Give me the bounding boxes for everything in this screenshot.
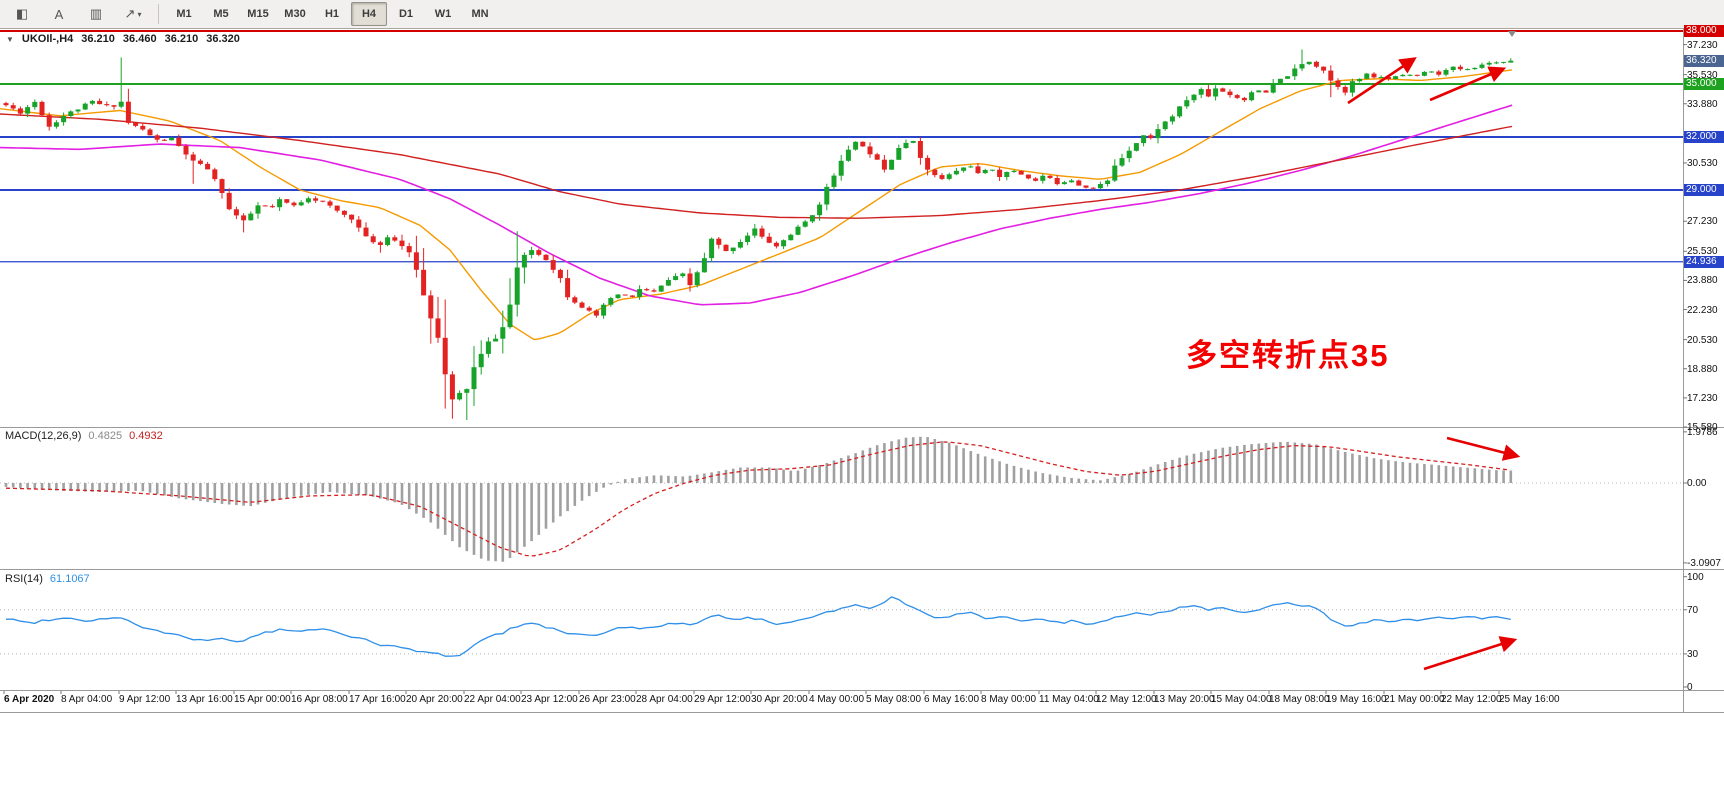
timeframe-button-h1[interactable]: H1 <box>324 8 340 20</box>
trend-arrow[interactable] <box>1347 57 1417 105</box>
ma-fast-line <box>0 69 1513 341</box>
chart-shift-marker[interactable] <box>1508 31 1516 37</box>
timeframe-button-d1[interactable]: D1 <box>398 8 414 20</box>
timeframe-button-m5[interactable]: M5 <box>213 8 229 20</box>
horizontal-price-lines[interactable] <box>0 30 1683 263</box>
trend-arrow[interactable] <box>1446 436 1521 461</box>
chart-toolbar: ◧ A ▥ ↗ ▾ M1 M5 M15 M30 H1 H4 D1 W1 MN <box>0 0 1724 29</box>
candle-bodies <box>3 60 1514 400</box>
rsi-indicator-label: RSI(14) 61.1067 <box>5 573 90 585</box>
chart-ohlc-header: ▼ UKOIl-,H4 36.210 36.460 36.210 36.320 <box>6 33 240 45</box>
indicator-levels <box>0 482 1683 655</box>
arrow-tool-button[interactable]: ↗ ▾ <box>124 6 142 21</box>
trend-arrow-drawings[interactable] <box>1347 57 1521 671</box>
toolbar-separator <box>158 4 159 24</box>
macd-histogram <box>4 436 1513 562</box>
moving-average-lines <box>0 69 1513 341</box>
timeframe-button-mn[interactable]: MN <box>471 8 489 20</box>
tool-buttons-group: ◧ A ▥ ↗ ▾ <box>4 2 151 26</box>
symbol-marker-icon: ▼ <box>6 34 14 44</box>
macd-indicator-label: MACD(12,26,9) 0.4825 0.4932 <box>5 430 163 442</box>
macd-signal-line <box>5 441 1511 557</box>
macd-name: MACD(12,26,9) <box>5 430 82 442</box>
timeframe-button-w1[interactable]: W1 <box>434 8 452 20</box>
axis-tick-marks <box>3 44 1687 694</box>
symbol-period-label: UKOIl-,H4 <box>21 33 74 45</box>
rsi-line <box>6 596 1511 657</box>
text-annotation[interactable]: 多空转折点35 <box>1186 338 1390 373</box>
timeframe-button-m30[interactable]: M30 <box>284 8 306 20</box>
panel-frames <box>0 28 1724 713</box>
timeframe-buttons-group: M1 M5 M15 M30 H1 H4 D1 W1 MN <box>166 2 498 26</box>
close-value: 36.320 <box>206 33 240 45</box>
candlestick-mode-icon[interactable]: ▥ <box>89 6 103 21</box>
rsi-value: 61.1067 <box>49 573 90 585</box>
rsi-line-group <box>6 596 1511 657</box>
trend-arrow[interactable] <box>1423 636 1518 671</box>
low-value: 36.210 <box>164 33 199 45</box>
open-value: 36.210 <box>81 33 115 45</box>
macd-main-value: 0.4825 <box>88 430 123 442</box>
timeframe-button-m1[interactable]: M1 <box>176 8 192 20</box>
text-tool-button[interactable]: A <box>54 6 64 22</box>
ma-slow-line <box>0 113 1513 219</box>
timeframe-button-h4[interactable]: H4 <box>351 2 387 26</box>
high-value: 36.460 <box>122 33 157 45</box>
rsi-name: RSI(14) <box>5 573 43 585</box>
trend-arrow[interactable] <box>1429 66 1507 102</box>
macd-signal-value: 0.4932 <box>129 430 163 442</box>
ma-medium-line <box>0 104 1513 306</box>
dropdown-caret-icon: ▾ <box>137 9 142 19</box>
timeframe-button-m15[interactable]: M15 <box>247 8 269 20</box>
new-chart-icon[interactable]: ◧ <box>15 6 29 21</box>
